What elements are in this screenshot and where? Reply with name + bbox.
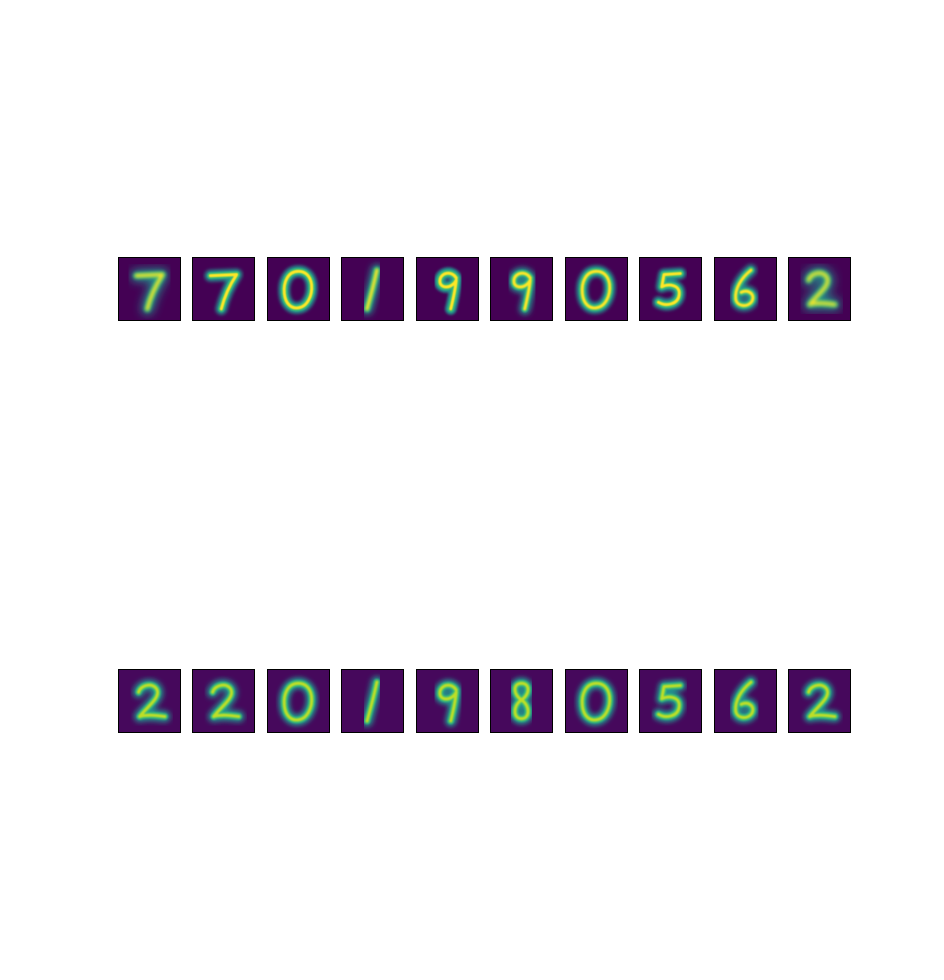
- digit-image-2: [788, 669, 851, 733]
- input-digit-row: [118, 257, 851, 321]
- digit-image-0: [266, 257, 330, 321]
- digit-image-1: [341, 257, 405, 321]
- digit-image-2: [788, 257, 851, 321]
- digit-image-6: [713, 257, 777, 321]
- digit-image-9: [415, 669, 479, 733]
- digit-image-0: [564, 669, 628, 733]
- digit-image-5: [639, 669, 703, 733]
- digit-image-2: [118, 669, 181, 733]
- digit-image-5: [639, 257, 703, 321]
- digit-image-8: [490, 669, 554, 733]
- digit-image-0: [564, 257, 628, 321]
- reconstructed-digit-row: [118, 669, 851, 733]
- digit-image-9: [415, 257, 479, 321]
- digit-image-9: [490, 257, 554, 321]
- digit-image-6: [713, 669, 777, 733]
- digit-image-0: [266, 669, 330, 733]
- digit-image-7: [192, 257, 256, 321]
- digit-image-1: [341, 669, 405, 733]
- digit-image-7: [118, 257, 181, 321]
- digit-image-2: [192, 669, 256, 733]
